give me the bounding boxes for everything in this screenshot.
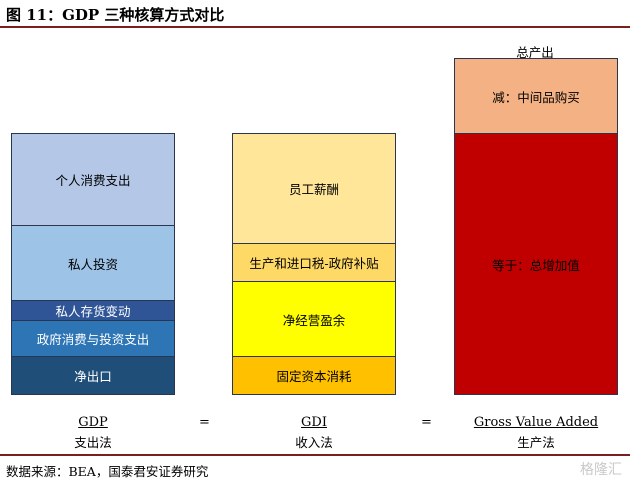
block-gross-value-added: 等于：总增加值 bbox=[454, 133, 618, 395]
gdi-label: GDI 收入法 bbox=[214, 415, 414, 451]
block-taxes-less-subsidies: 生产和进口税-政府补贴 bbox=[232, 243, 396, 282]
block-fixed-capital-consumption: 固定资本消耗 bbox=[232, 356, 396, 395]
block-net-operating-surplus: 净经营盈余 bbox=[232, 281, 396, 357]
gdp-method: 支出法 bbox=[74, 435, 112, 450]
block-personal-consumption: 个人消费支出 bbox=[11, 133, 175, 226]
total-output-label: 总产出 bbox=[516, 45, 554, 60]
title-bar: 图 11：GDP 三种核算方式对比 bbox=[0, 0, 630, 28]
block-private-investment: 私人投资 bbox=[11, 225, 175, 301]
watermark-logo: 格隆汇 bbox=[580, 462, 622, 478]
block-employee-compensation: 员工薪酬 bbox=[232, 133, 396, 244]
gdp-label: GDP 支出法 bbox=[0, 415, 193, 451]
gdi-method: 收入法 bbox=[295, 435, 333, 450]
block-intermediate-purchases: 减：中间品购买 bbox=[454, 58, 618, 134]
figure-title: 图 11：GDP 三种核算方式对比 bbox=[6, 6, 225, 24]
gva-name: Gross Value Added bbox=[473, 415, 599, 430]
block-government-spending: 政府消费与投资支出 bbox=[11, 320, 175, 357]
gva-method: 生产法 bbox=[517, 435, 555, 450]
source-note: 数据来源：BEA，国泰君安证券研究 bbox=[6, 464, 209, 479]
block-net-exports: 净出口 bbox=[11, 356, 175, 395]
block-inventory-change: 私人存货变动 bbox=[11, 300, 175, 321]
equals-sign-1: = bbox=[199, 415, 210, 430]
footer-rule bbox=[0, 454, 630, 456]
gva-label: Gross Value Added 生产法 bbox=[436, 415, 630, 451]
equals-sign-2: = bbox=[421, 415, 432, 430]
gdi-name: GDI bbox=[301, 415, 327, 430]
gdp-name: GDP bbox=[78, 415, 108, 430]
